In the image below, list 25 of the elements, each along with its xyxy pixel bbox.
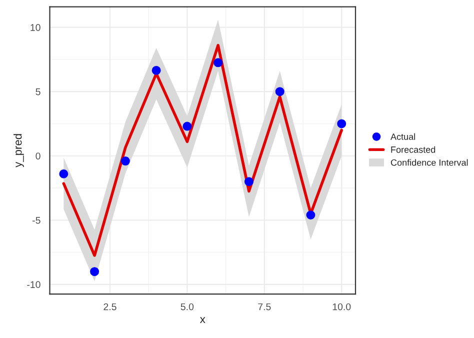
x-tick-label: 7.5 (258, 303, 271, 310)
y-tick-label: -5 (32, 216, 40, 224)
point (337, 119, 346, 128)
legend-label: Confidence Interval (390, 159, 468, 166)
point (306, 210, 316, 220)
point (182, 122, 192, 131)
x-tick-label: 5.0 (180, 303, 194, 310)
legend-label: Forecasted (391, 146, 436, 153)
legend-label: Actual (390, 133, 415, 140)
x-axis-title: x (200, 317, 206, 323)
point (214, 58, 223, 68)
point (59, 169, 68, 178)
y-tick-label: -10 (27, 281, 40, 288)
point (152, 66, 161, 75)
line-series (62, 44, 343, 257)
point (275, 87, 284, 96)
x-tick-label: 10.0 (332, 303, 351, 310)
y-axis-title: y_pred (14, 134, 24, 168)
y-tick-label: 0 (36, 152, 40, 160)
point (120, 156, 130, 166)
x-tick-label: 2.5 (104, 303, 116, 310)
y-tick-label: 5 (36, 88, 40, 96)
point (244, 177, 254, 186)
y-tick-label: 10 (30, 24, 40, 31)
point (90, 267, 100, 276)
